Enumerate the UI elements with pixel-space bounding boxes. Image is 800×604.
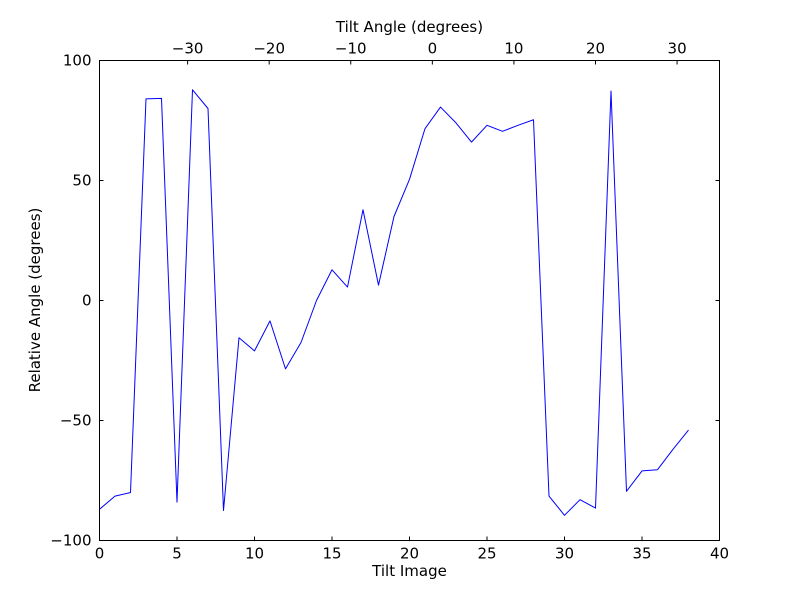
- y-tick-label: −100: [50, 532, 91, 550]
- series-line-0: [99, 89, 689, 516]
- x-tick-label: 15: [322, 545, 341, 563]
- x-tick-label: 20: [400, 545, 419, 563]
- x-tick-label: 5: [172, 545, 182, 563]
- top-x-tick-label: −30: [172, 40, 204, 58]
- x-tick-label: 35: [632, 545, 651, 563]
- top-x-tick-label: −20: [253, 40, 285, 58]
- y-tick-label: 50: [72, 172, 91, 190]
- top-x-tick-label: 30: [668, 40, 687, 58]
- axis-ticks: 0 5 10 15 20 25 30 35 40−30 −20 −10 0 10 20 30−100−500…: [50, 40, 729, 563]
- x-tick-label: 40: [710, 545, 729, 563]
- top-x-tick-label: −10: [335, 40, 367, 58]
- x-tick-label: 0: [95, 545, 105, 563]
- x-tick-label: 25: [477, 545, 496, 563]
- y-tick-label: −50: [60, 412, 92, 430]
- top-x-tick-label: 10: [504, 40, 523, 58]
- top-x-tick-label: 0: [428, 40, 438, 58]
- y-tick-label: 0: [82, 292, 92, 310]
- x-tick-label: 30: [555, 545, 574, 563]
- x-axis-label: Tilt Image: [371, 562, 447, 580]
- axes-frame: [99, 60, 720, 541]
- y-axis-label: Relative Angle (degrees): [26, 208, 44, 393]
- top-x-tick-label: 20: [586, 40, 605, 58]
- plot-area: [99, 89, 689, 516]
- x-tick-label: 10: [245, 545, 264, 563]
- y-tick-label: 100: [63, 52, 92, 70]
- top-x-axis-label: Tilt Angle (degrees): [335, 18, 483, 36]
